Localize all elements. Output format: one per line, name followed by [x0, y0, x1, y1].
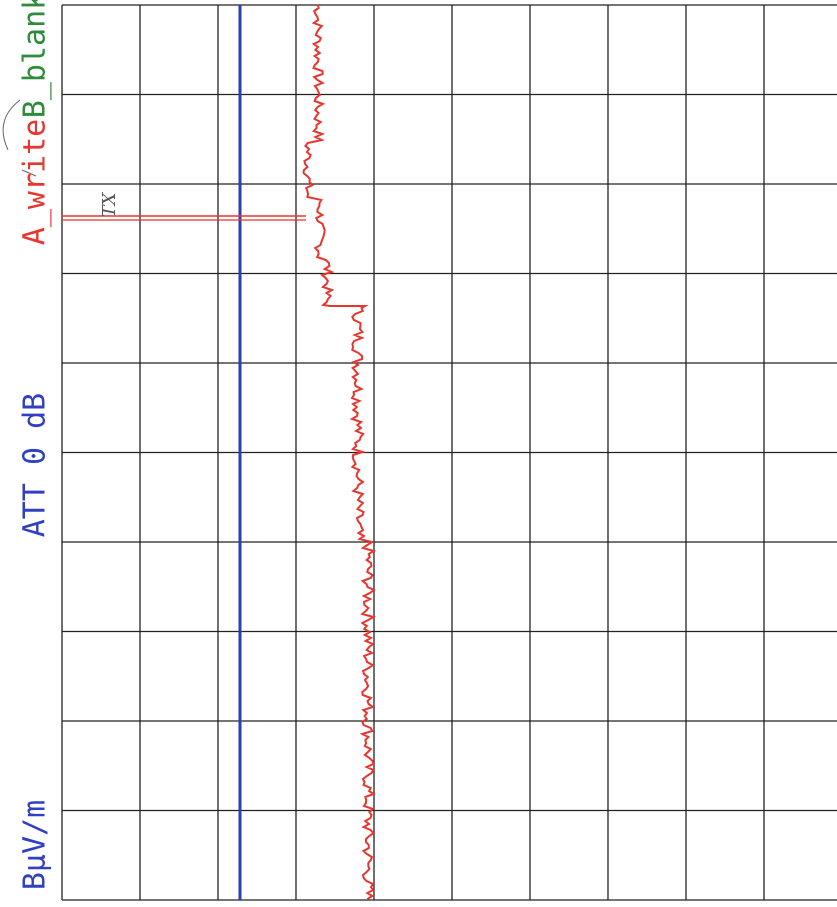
pen-stroke — [2, 99, 21, 151]
attenuation-label: ATT 0 dB — [18, 393, 53, 538]
handwritten-note: TX — [99, 191, 120, 217]
grid — [61, 4, 837, 901]
red-trace — [302, 4, 377, 900]
pen-stroke — [21, 169, 37, 177]
unit-label: BµV/m — [18, 800, 53, 890]
trace-b-label: B_blank — [18, 0, 53, 118]
trace-a-label: A_write — [18, 119, 53, 245]
